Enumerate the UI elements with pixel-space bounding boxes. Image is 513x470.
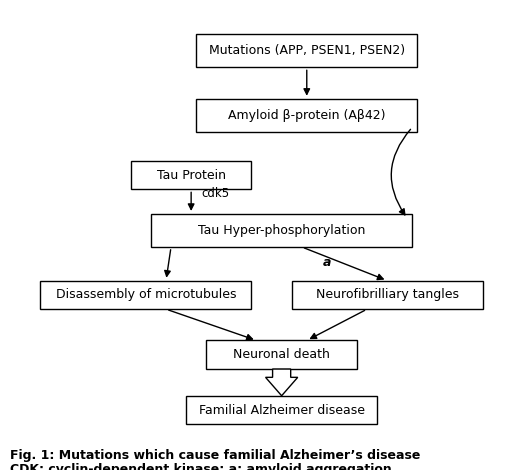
Text: CDK: cyclin-dependent kinase; a: amyloid aggregation: CDK: cyclin-dependent kinase; a: amyloid… — [10, 463, 392, 470]
FancyBboxPatch shape — [186, 396, 377, 424]
Text: Amyloid β-protein (Aβ42): Amyloid β-protein (Aβ42) — [228, 109, 386, 122]
FancyBboxPatch shape — [196, 99, 418, 132]
Polygon shape — [266, 369, 298, 396]
FancyBboxPatch shape — [196, 34, 418, 67]
Text: Neurofibrilliary tangles: Neurofibrilliary tangles — [315, 289, 459, 301]
FancyBboxPatch shape — [131, 161, 251, 189]
Text: Mutations (APP, PSEN1, PSEN2): Mutations (APP, PSEN1, PSEN2) — [209, 44, 405, 57]
FancyBboxPatch shape — [41, 281, 251, 309]
Text: Neuronal death: Neuronal death — [233, 348, 330, 361]
Text: Disassembly of microtubules: Disassembly of microtubules — [55, 289, 236, 301]
FancyBboxPatch shape — [151, 214, 412, 247]
Text: Tau Hyper-phosphorylation: Tau Hyper-phosphorylation — [198, 224, 365, 237]
Text: cdk5: cdk5 — [201, 187, 229, 200]
Text: Tau Protein: Tau Protein — [156, 169, 226, 181]
Text: Fig. 1: Mutations which cause familial Alzheimer’s disease: Fig. 1: Mutations which cause familial A… — [10, 449, 421, 462]
Text: Familial Alzheimer disease: Familial Alzheimer disease — [199, 404, 365, 416]
Text: a: a — [323, 256, 331, 269]
FancyBboxPatch shape — [206, 340, 357, 369]
FancyBboxPatch shape — [292, 281, 483, 309]
